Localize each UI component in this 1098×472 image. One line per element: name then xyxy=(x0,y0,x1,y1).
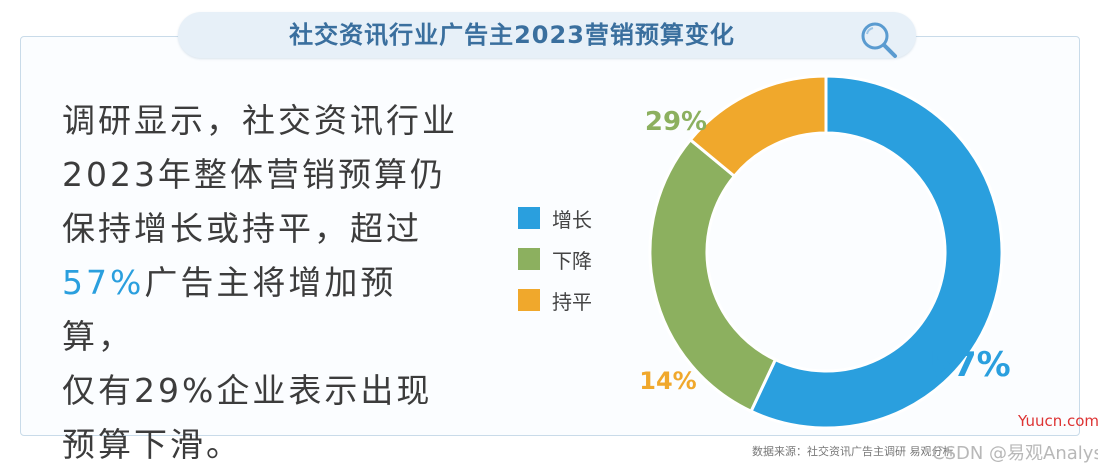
legend-item-decline: 下降 xyxy=(518,247,592,273)
slice-label-flat: 14% xyxy=(639,367,696,395)
legend-swatch-decline xyxy=(518,248,540,270)
slice-decline xyxy=(648,137,778,414)
legend-swatch-flat xyxy=(518,289,540,311)
title-bar: 社交资讯行业广告主2023营销预算变化 xyxy=(178,12,916,58)
summary-line-4: 57%广告主将增加预算， xyxy=(62,256,462,364)
legend-item-flat: 持平 xyxy=(518,288,592,314)
summary-line-6: 预算下滑。 xyxy=(62,425,242,464)
legend-item-growth: 增长 xyxy=(518,206,592,232)
highlight-value: 57% xyxy=(62,263,145,302)
slice-label-decline: 29% xyxy=(645,107,707,137)
chart-legend: 增长 下降 持平 xyxy=(518,206,592,329)
summary-line-3: 保持增长或持平，超过 xyxy=(62,209,422,248)
summary-line-5: 仅有29%企业表示出现 xyxy=(62,371,433,410)
watermark-yuucn: Yuucn.com xyxy=(1018,412,1098,430)
source-note: 数据来源：社交资讯广告主调研 易观分析 xyxy=(752,445,954,458)
slice-flat xyxy=(688,74,828,179)
legend-label-flat: 持平 xyxy=(552,289,592,314)
page-title: 社交资讯行业广告主2023营销预算变化 xyxy=(289,21,735,49)
slice-growth xyxy=(749,74,1004,430)
slice-label-growth: 57% xyxy=(929,345,1010,385)
summary-line-2: 2023年整体营销预算仍 xyxy=(62,155,446,194)
summary-text: 调研显示，社交资讯行业 2023年整体营销预算仍 保持增长或持平，超过 57%广… xyxy=(62,94,462,472)
watermark-csdn: CSDN @易观Analysys xyxy=(932,443,1098,464)
legend-swatch-growth xyxy=(518,207,540,229)
summary-line-1: 调研显示，社交资讯行业 xyxy=(62,101,458,140)
legend-label-growth: 增长 xyxy=(552,207,592,232)
legend-label-decline: 下降 xyxy=(552,248,592,273)
search-icon xyxy=(861,22,897,58)
summary-line-4-rest: 广告主将增加预算， xyxy=(62,263,397,356)
